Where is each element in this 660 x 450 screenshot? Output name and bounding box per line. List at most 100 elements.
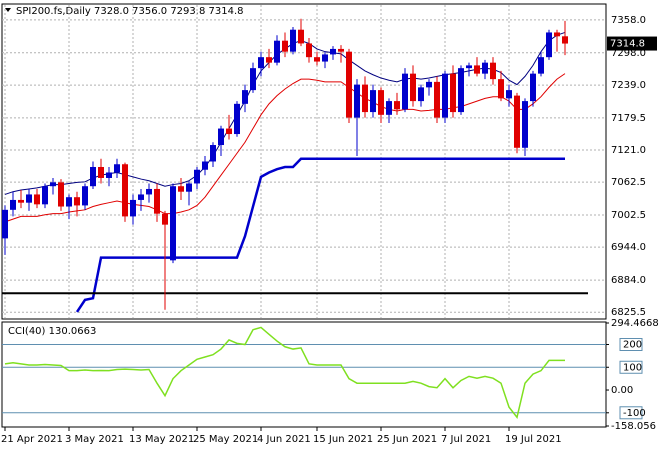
- candle-body: [322, 54, 328, 62]
- candle-body: [42, 186, 48, 205]
- candle-body: [554, 32, 560, 37]
- candle-body: [434, 81, 440, 118]
- candle-body: [514, 95, 520, 148]
- candle-body: [370, 90, 376, 113]
- y-tick-label: 6944.0: [611, 242, 646, 253]
- candle-body: [418, 87, 424, 102]
- candle-body: [74, 197, 80, 206]
- candle-body: [282, 40, 288, 52]
- y-tick-label: 0.00: [611, 385, 633, 396]
- candle-body: [298, 29, 304, 44]
- candle-body: [130, 199, 136, 217]
- candle-body: [538, 57, 544, 74]
- cci-panel-frame: [1, 321, 607, 428]
- main-panel-frame: [1, 3, 607, 320]
- price-tag-box: [607, 36, 657, 51]
- x-tick-label: 21 Apr 2021: [1, 434, 63, 445]
- candle-body: [290, 29, 296, 52]
- x-tick-label: 19 Jul 2021: [505, 434, 562, 445]
- x-tick-label: 25 May 2021: [193, 434, 258, 445]
- x-tick-label: 15 Jun 2021: [313, 434, 373, 445]
- candle-body: [194, 169, 200, 184]
- candle-body: [50, 182, 56, 187]
- candle-body: [522, 101, 528, 148]
- candle-body: [218, 128, 224, 146]
- y-tick-label: 7358.0: [611, 15, 646, 26]
- candle-body: [154, 188, 160, 214]
- candle-body: [178, 186, 184, 192]
- y-tick-label: 294.4668: [611, 318, 659, 329]
- candle-body: [466, 65, 472, 69]
- candle-body: [122, 164, 128, 217]
- candle-body: [410, 73, 416, 102]
- x-tick-label: 4 Jun 2021: [257, 434, 311, 445]
- level-label-box: [619, 406, 643, 420]
- y-tick-label: 7062.5: [611, 177, 646, 188]
- y-tick-label: 100: [623, 362, 642, 373]
- candle-body: [90, 166, 96, 187]
- candle-body: [490, 62, 496, 80]
- candle-body: [266, 57, 272, 63]
- candle-body: [338, 48, 344, 52]
- candle-body: [394, 101, 400, 110]
- candle-body: [562, 36, 568, 44]
- candle-body: [138, 194, 144, 200]
- price-tag-label: 7314.8: [610, 39, 645, 50]
- y-tick-label: 7121.0: [611, 145, 646, 156]
- candle-body: [66, 197, 72, 207]
- candle-body: [106, 172, 112, 178]
- candle-body: [210, 145, 216, 162]
- candle-body: [530, 73, 536, 102]
- candle-body: [386, 101, 392, 115]
- candle-body: [378, 90, 384, 115]
- candle-body: [2, 209, 8, 239]
- indicator-line: [4, 326, 566, 420]
- candle-body: [354, 84, 360, 118]
- candle-body: [442, 73, 448, 118]
- candle-body: [498, 79, 504, 99]
- candle-body: [346, 51, 352, 118]
- y-tick-label: -100: [623, 408, 646, 419]
- level-label-box: [619, 360, 643, 374]
- y-tick-label: 7298.0: [611, 48, 646, 59]
- candle-body: [10, 199, 16, 210]
- y-tick-label: 6825.5: [611, 307, 646, 318]
- y-tick-label: 7002.5: [611, 210, 646, 221]
- candle-body: [306, 43, 312, 58]
- candle-body: [26, 194, 32, 203]
- candle-body: [402, 73, 408, 110]
- candle-body: [330, 48, 336, 55]
- candle-body: [426, 81, 432, 88]
- candle-body: [450, 73, 456, 113]
- candle-body: [314, 57, 320, 62]
- candle-body: [506, 90, 512, 99]
- x-tick-label: 13 May 2021: [129, 434, 194, 445]
- menu-triangle: [5, 8, 11, 12]
- x-tick-label: 7 Jul 2021: [441, 434, 491, 445]
- candle-body: [202, 161, 208, 170]
- y-tick-label: 7179.5: [611, 113, 646, 124]
- candle-body: [98, 166, 104, 178]
- candle-body: [474, 65, 480, 74]
- y-tick-label: 200: [623, 340, 642, 351]
- candle-body: [146, 188, 152, 195]
- candle-body: [186, 183, 192, 192]
- candle-body: [114, 164, 120, 173]
- candle-body: [242, 90, 248, 104]
- candle-body: [226, 128, 232, 135]
- candle-body: [234, 103, 240, 135]
- candle-body: [482, 62, 488, 74]
- candle-body: [458, 68, 464, 113]
- candle-body: [546, 32, 552, 58]
- level-label-box: [619, 338, 643, 352]
- candle-body: [162, 213, 168, 225]
- x-tick-label: 3 May 2021: [65, 434, 124, 445]
- y-tick-label: -158.056: [611, 421, 656, 432]
- candle-body: [34, 194, 40, 205]
- indicator-title: CCI(40) 130.0663: [8, 326, 96, 337]
- indicator-line: [4, 73, 566, 223]
- chart-title: SPI200.fs,Daily 7328.0 7356.0 7293.8 731…: [16, 6, 243, 17]
- candle-body: [250, 68, 256, 91]
- candle-body: [274, 40, 280, 63]
